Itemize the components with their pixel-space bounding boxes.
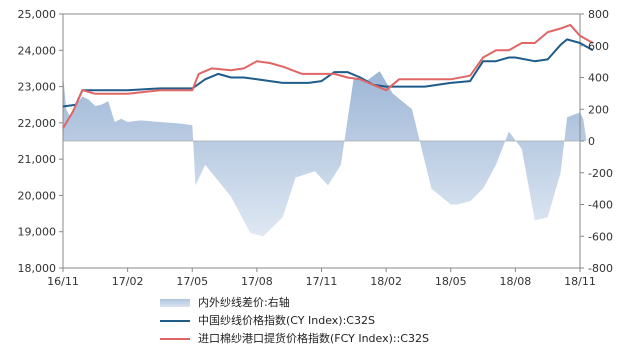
right-tick-label: 200	[588, 103, 609, 116]
right-tick-label: -600	[588, 230, 613, 243]
right-tick-label: 600	[588, 40, 609, 53]
chart-lines-layer	[62, 23, 594, 129]
chart-ticks-layer: 25,000 24,000 23,000 22,000 21,000 20,000 19,0…	[18, 8, 613, 288]
right-tick-label: -400	[588, 199, 613, 212]
right-tick-label: -200	[588, 167, 613, 180]
x-tick-label: 18/02	[370, 275, 402, 288]
right-tick-label: 800	[588, 8, 609, 21]
left-tick-label: 25,000	[18, 8, 57, 21]
right-tick-label: 400	[588, 72, 609, 85]
legend-label-spread: 内外纱线差价:右轴	[198, 296, 290, 309]
x-tick-label: 17/02	[112, 275, 144, 288]
x-tick-label: 17/08	[241, 275, 273, 288]
chart-axes-layer	[62, 13, 581, 269]
right-tick-label: -800	[588, 262, 613, 275]
right-tick-label: 0	[588, 135, 595, 148]
legend-swatch-spread	[160, 299, 190, 307]
chart-area-layer	[63, 71, 593, 237]
left-tick-label: 19,000	[18, 226, 57, 239]
series-line-1	[62, 38, 594, 108]
x-tick-label: 18/05	[435, 275, 467, 288]
left-tick-label: 23,000	[18, 81, 57, 94]
x-tick-label: 18/08	[500, 275, 532, 288]
left-tick-label: 21,000	[18, 153, 57, 166]
legend: 内外纱线差价:右轴 中国纱线价格指数(CY Index):C32S 进口棉纱港口…	[160, 294, 600, 348]
x-tick-label: 17/05	[176, 275, 208, 288]
series-line-2	[62, 23, 594, 129]
legend-label-fcy-index: 进口棉纱港口提货价格指数(FCY Index)::C32S	[198, 332, 429, 345]
left-tick-label: 22,000	[18, 117, 57, 130]
legend-label-cy-index: 中国纱线价格指数(CY Index):C32S	[198, 314, 375, 327]
left-tick-label: 20,000	[18, 189, 57, 202]
legend-item-cy-index: 中国纱线价格指数(CY Index):C32S	[160, 312, 600, 330]
legend-swatch-fcy-index	[160, 338, 190, 340]
x-tick-label: 16/11	[47, 275, 79, 288]
series-area-spread	[63, 71, 593, 237]
x-tick-label: 17/11	[306, 275, 338, 288]
legend-swatch-cy-index	[160, 320, 190, 322]
x-tick-label: 18/11	[564, 275, 596, 288]
legend-item-spread: 内外纱线差价:右轴	[160, 294, 600, 312]
left-tick-label: 24,000	[18, 44, 57, 57]
legend-item-fcy-index: 进口棉纱港口提货价格指数(FCY Index)::C32S	[160, 330, 600, 348]
left-tick-label: 18,000	[18, 262, 57, 275]
